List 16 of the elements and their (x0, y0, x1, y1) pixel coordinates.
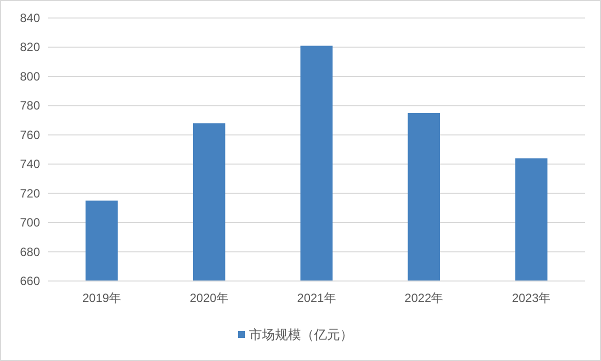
y-tick-label: 780 (20, 98, 40, 113)
x-tick-label: 2023年 (512, 291, 551, 305)
y-tick-label: 700 (20, 216, 40, 230)
y-tick-label: 740 (20, 157, 40, 172)
x-tick-label: 2019年 (82, 291, 122, 305)
y-tick-label: 660 (20, 274, 40, 288)
x-tick-label: 2020年 (190, 291, 228, 305)
legend: 市场规模（亿元） (238, 327, 353, 342)
x-tick-label: 2021年 (297, 291, 336, 305)
y-tick-label: 760 (20, 128, 40, 142)
y-tick-label: 800 (20, 69, 40, 84)
y-tick-label: 820 (20, 40, 40, 54)
y-tick-label: 840 (20, 11, 40, 25)
y-tick-label: 680 (20, 244, 40, 259)
x-tick-label: 2022年 (404, 291, 444, 305)
y-tick-label: 720 (20, 186, 40, 200)
